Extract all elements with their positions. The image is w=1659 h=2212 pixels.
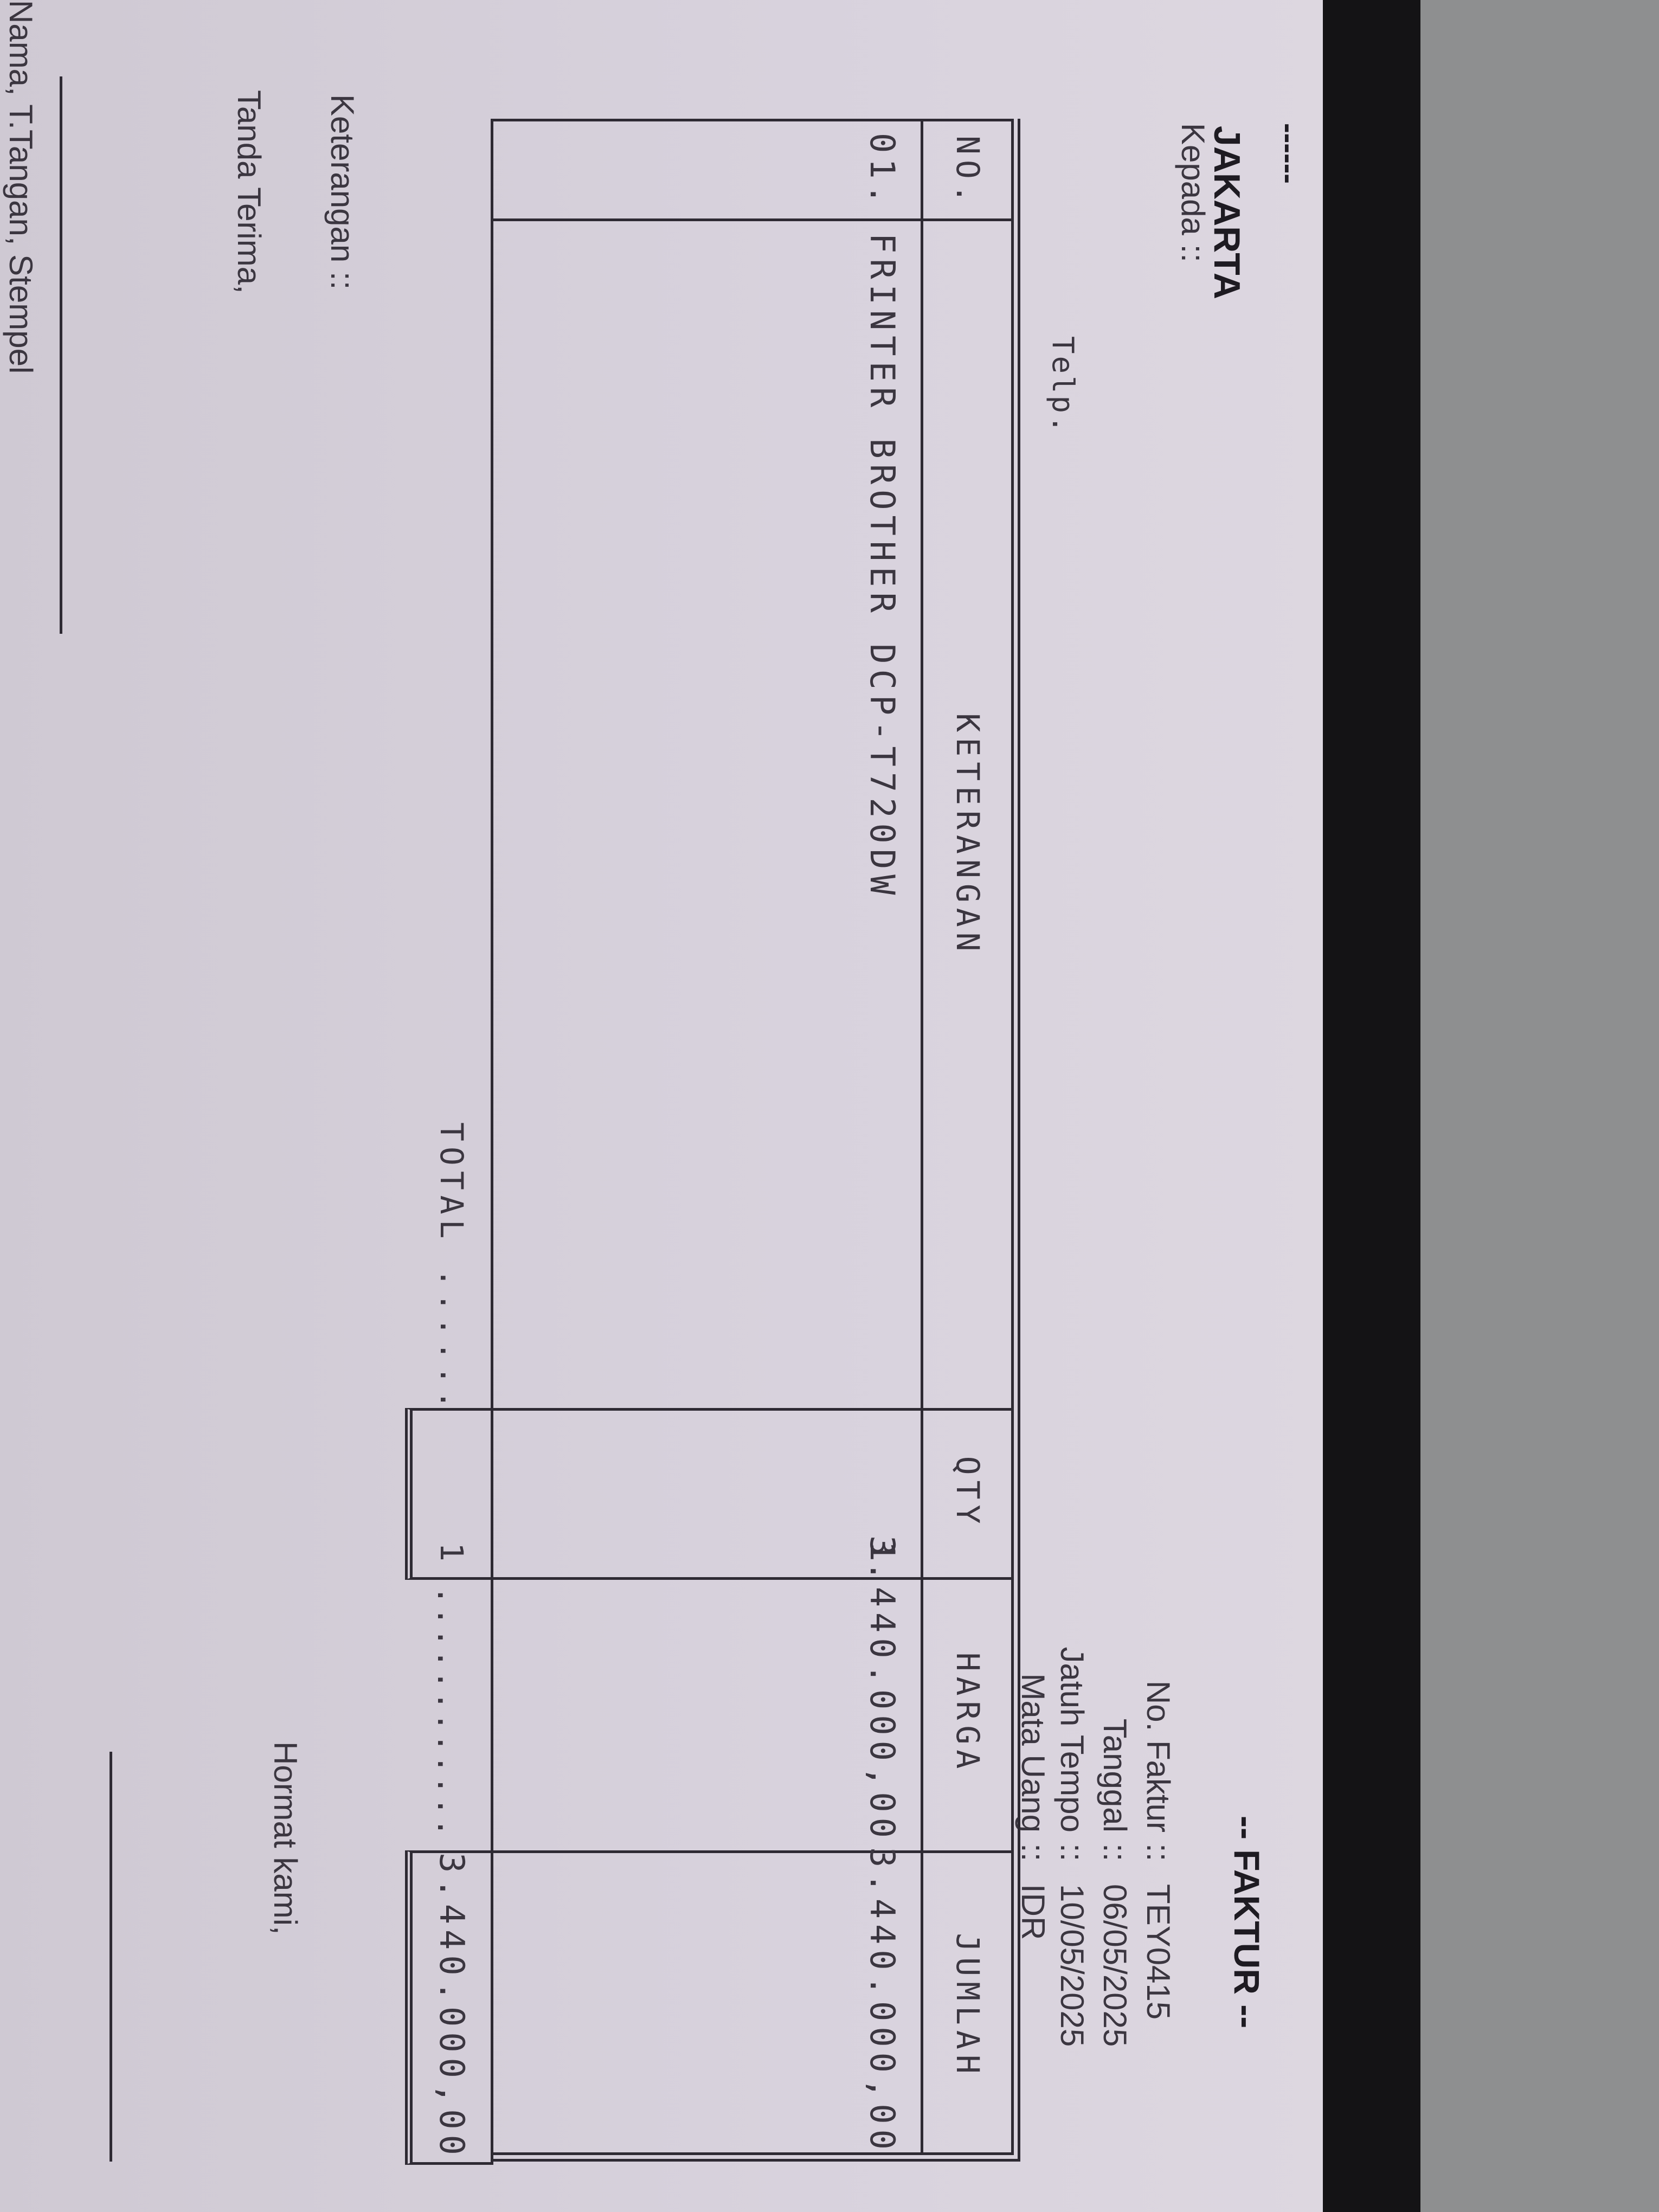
company-city: JAKARTA	[1206, 126, 1248, 299]
signature-caption: Nama, T.Tangan, Stempel	[3, 0, 39, 374]
phone-label: Telp.	[1046, 336, 1080, 435]
total-label: TOTAL ......	[433, 1122, 470, 1415]
table-double-line-top	[1018, 119, 1020, 2162]
col-divider	[491, 218, 1014, 221]
info-value-number: TEY0415	[1140, 1884, 1176, 2020]
info-label-number: No. Faktur	[1140, 1680, 1176, 1832]
header-divider	[921, 119, 923, 2155]
receiver-signature-line	[60, 76, 62, 634]
sender-signature-line	[110, 1752, 112, 2162]
info-sep: ::	[1015, 1843, 1051, 1862]
col-header-description: KETERANGAN	[949, 713, 986, 957]
info-value-currency: IDR	[1015, 1884, 1051, 1940]
info-label-date: Tanggal	[1097, 1718, 1133, 1832]
row-no: 01.	[863, 133, 902, 210]
info-value-due: 10/05/2025	[1054, 1884, 1090, 2047]
header-dash: ------	[1272, 123, 1307, 184]
row-price: 3.440.000,00	[863, 1535, 902, 1843]
regards-label: Hormat kami,	[267, 1741, 304, 1935]
total-leader: ............	[430, 1586, 467, 1840]
row-description: FRINTER BROTHER DCP-T720DW	[863, 233, 902, 901]
table-frame	[491, 119, 1014, 2155]
received-label: Tanda Terima,	[231, 90, 267, 294]
col-divider	[491, 1850, 1014, 1853]
col-header-amount: JUMLAH	[949, 1933, 986, 2079]
invoice-document: ------ JAKARTA Kepada :: Telp. -- FAKTUR…	[3, 0, 1307, 2165]
info-label-due: Jatuh Tempo	[1054, 1647, 1090, 1832]
col-header-qty: QTY	[949, 1456, 986, 1529]
paper-sheet	[0, 0, 1323, 2212]
info-label-currency: Mata Uang	[1015, 1673, 1051, 1833]
invoice-title: -- FAKTUR --	[1227, 1816, 1267, 2029]
notes-label: Keterangan ::	[324, 94, 361, 290]
table-double-line-right	[491, 2159, 1020, 2162]
col-header-no: NO.	[949, 136, 986, 209]
col-divider	[491, 1408, 1014, 1411]
col-divider	[491, 1577, 1014, 1580]
total-qty: 1	[433, 1542, 470, 1567]
info-sep: ::	[1140, 1843, 1176, 1862]
row-amount: 3.440.000,00	[863, 1847, 902, 2155]
dark-surface-edge	[1323, 0, 1420, 2212]
info-value-date: 06/05/2025	[1097, 1884, 1133, 2047]
info-sep: ::	[1097, 1843, 1133, 1862]
col-header-price: HARGA	[949, 1652, 986, 1774]
total-amount: 3.440.000,00	[432, 1853, 472, 2160]
to-label: Kepada ::	[1175, 123, 1211, 262]
info-sep: ::	[1054, 1843, 1090, 1862]
